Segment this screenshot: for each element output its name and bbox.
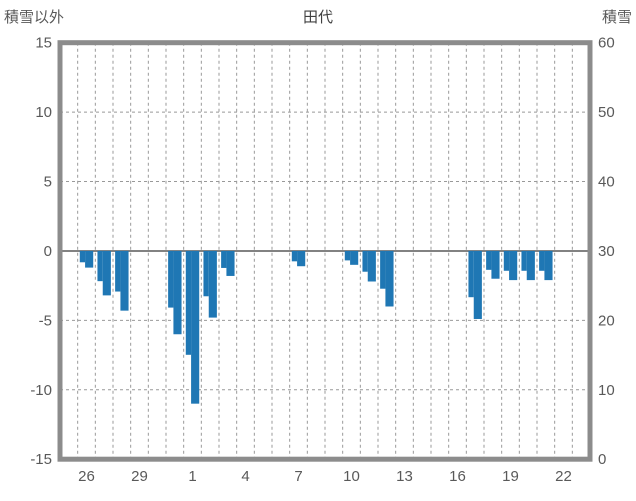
svg-text:10: 10	[598, 382, 615, 399]
svg-text:30: 30	[598, 243, 615, 260]
svg-text:19: 19	[502, 468, 519, 485]
svg-text:26: 26	[78, 468, 95, 485]
svg-text:10: 10	[35, 104, 52, 121]
svg-text:0: 0	[598, 451, 606, 468]
svg-text:20: 20	[598, 312, 615, 329]
svg-text:10: 10	[343, 468, 360, 485]
svg-text:60: 60	[598, 35, 615, 52]
svg-text:1: 1	[188, 468, 196, 485]
svg-text:13: 13	[396, 468, 413, 485]
svg-text:40: 40	[598, 174, 615, 191]
svg-text:-5: -5	[39, 312, 52, 329]
svg-text:-10: -10	[30, 382, 52, 399]
svg-text:22: 22	[555, 468, 572, 485]
svg-text:15: 15	[35, 35, 52, 52]
svg-text:5: 5	[44, 174, 52, 191]
svg-text:7: 7	[294, 468, 302, 485]
svg-text:0: 0	[44, 243, 52, 260]
svg-text:29: 29	[131, 468, 148, 485]
svg-text:-15: -15	[30, 451, 52, 468]
svg-text:4: 4	[241, 468, 249, 485]
svg-text:50: 50	[598, 104, 615, 121]
svg-text:16: 16	[449, 468, 466, 485]
